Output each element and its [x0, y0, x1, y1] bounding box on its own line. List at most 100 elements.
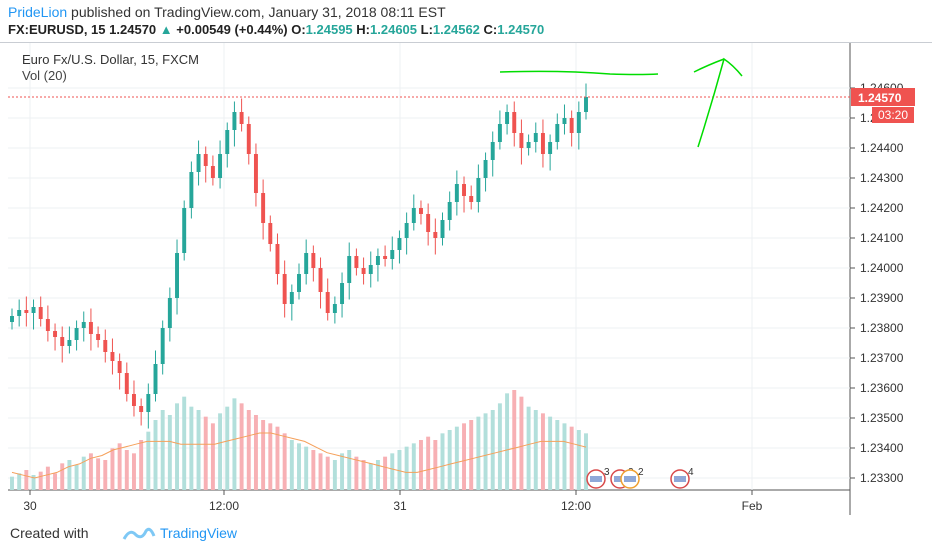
volume-bar — [232, 398, 237, 490]
candle-body — [53, 331, 58, 337]
volume-bar — [96, 458, 101, 490]
volume-bar — [45, 466, 50, 490]
volume-bar — [81, 456, 86, 490]
volume-bar — [540, 413, 545, 490]
volume-bar — [110, 448, 115, 490]
volume-bar — [404, 446, 409, 490]
candle-body — [332, 304, 337, 313]
volume-bar — [282, 433, 287, 490]
event-flag-stripe — [614, 476, 626, 482]
candle-body — [139, 406, 144, 412]
y-tick-label: 1.23900 — [860, 291, 904, 305]
drawn-arrow-icon — [693, 57, 743, 148]
candle-body — [304, 253, 309, 274]
chart-header: PrideLion published on TradingView.com, … — [0, 0, 932, 42]
price-change: +0.00549 (+0.44%) — [176, 22, 288, 37]
high-value: 1.24605 — [370, 22, 418, 37]
volume-bar — [218, 413, 223, 490]
candle-body — [275, 244, 280, 274]
volume-bar — [390, 453, 395, 490]
candle-body — [411, 208, 416, 223]
volume-bar — [38, 471, 43, 490]
candle-body — [96, 334, 101, 340]
volume-bar — [340, 453, 345, 490]
candle-body — [31, 307, 36, 313]
volume-bar — [562, 423, 567, 490]
candle-body — [512, 112, 517, 133]
volume-bar — [289, 440, 294, 490]
volume-indicator-label: Vol (20) — [22, 68, 67, 83]
y-tick-label: 1.23500 — [860, 411, 904, 425]
candle-body — [153, 364, 158, 394]
tradingview-brand-link[interactable]: TradingView — [160, 525, 238, 541]
candle-body — [38, 307, 43, 319]
author-link[interactable]: PrideLion — [8, 4, 68, 20]
candle-body — [282, 274, 287, 304]
plot-area — [8, 43, 850, 490]
candle-body — [318, 268, 323, 292]
candle-body — [490, 142, 495, 160]
candle-body — [526, 142, 531, 148]
volume-bar — [10, 476, 14, 490]
candle-body — [110, 352, 115, 361]
candle-body — [239, 112, 244, 124]
candle-body — [196, 154, 201, 172]
volume-bar — [268, 423, 273, 490]
candle-body — [311, 253, 316, 268]
volume-bar — [196, 410, 201, 490]
volume-bar — [332, 460, 337, 490]
x-tick-label: 12:00 — [209, 499, 239, 513]
candle-body — [419, 208, 423, 214]
volume-bar — [361, 460, 366, 490]
high-label: H: — [356, 22, 371, 37]
candle-body — [60, 337, 65, 346]
candle-body — [203, 154, 208, 166]
price-chart[interactable]: 1.246001.245001.244001.243001.242001.241… — [0, 43, 932, 518]
volume-bar — [584, 433, 588, 490]
footer: Created with TradingView — [0, 518, 932, 550]
candle-body — [146, 394, 151, 412]
volume-bar — [311, 450, 316, 490]
candle-body — [325, 292, 330, 313]
candle-body — [440, 220, 445, 238]
candle-body — [476, 178, 481, 202]
volume-bar — [246, 410, 251, 490]
volume-bar — [203, 416, 208, 490]
volume-bar — [505, 393, 510, 490]
volume-bar — [433, 440, 438, 490]
candle-body — [117, 361, 122, 373]
volume-bar — [483, 413, 488, 490]
low-label: L: — [420, 22, 433, 37]
candle-body — [361, 268, 366, 274]
event-flag-stripe — [674, 476, 686, 482]
candle-body — [397, 238, 402, 250]
candle-body — [175, 253, 179, 298]
candle-body — [540, 133, 545, 154]
last-price: 1.24570 — [109, 22, 157, 37]
candle-body — [576, 112, 581, 133]
candle-body — [447, 202, 452, 220]
candle-body — [548, 142, 553, 154]
candle-body — [67, 340, 72, 346]
volume-bar — [182, 396, 187, 490]
x-tick-label: Feb — [742, 499, 763, 513]
volume-bar — [167, 415, 172, 490]
candle-body — [505, 112, 510, 124]
volume-bar — [153, 420, 158, 490]
header-divider — [0, 42, 932, 43]
candle-body — [17, 310, 22, 316]
volume-bar — [31, 475, 36, 490]
open-value: 1.24595 — [305, 22, 353, 37]
candle-body — [45, 319, 50, 331]
volume-bar — [497, 403, 502, 490]
volume-bar — [124, 450, 129, 490]
y-tick-label: 1.24400 — [860, 141, 904, 155]
candle-body — [354, 256, 359, 268]
volume-bar — [576, 430, 581, 490]
y-tick-label: 1.23400 — [860, 441, 904, 455]
candle-body — [569, 118, 574, 133]
volume-bar — [519, 396, 524, 490]
candle-body — [483, 160, 488, 178]
candle-body — [225, 130, 230, 154]
volume-bar — [67, 460, 72, 490]
